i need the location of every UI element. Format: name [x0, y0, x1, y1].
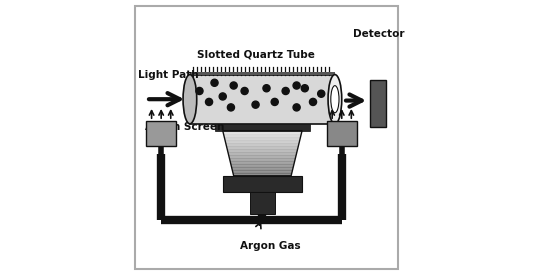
Polygon shape — [230, 161, 295, 162]
Polygon shape — [228, 150, 297, 152]
Polygon shape — [228, 152, 297, 153]
Circle shape — [219, 93, 227, 100]
Circle shape — [196, 87, 203, 95]
Circle shape — [241, 87, 248, 95]
Circle shape — [318, 90, 325, 97]
Circle shape — [230, 82, 237, 89]
Polygon shape — [232, 170, 293, 171]
Circle shape — [282, 87, 289, 95]
Text: Detector: Detector — [353, 29, 405, 39]
Bar — [250, 192, 274, 214]
Polygon shape — [230, 159, 295, 161]
Polygon shape — [227, 146, 298, 147]
Polygon shape — [224, 137, 301, 138]
Polygon shape — [232, 168, 293, 170]
Polygon shape — [232, 171, 292, 173]
Bar — [223, 176, 302, 192]
Circle shape — [263, 85, 270, 92]
Polygon shape — [225, 141, 300, 143]
Text: Slotted Quartz Tube: Slotted Quartz Tube — [197, 50, 314, 59]
Bar — [190, 75, 335, 124]
Polygon shape — [227, 147, 298, 149]
Polygon shape — [233, 174, 292, 176]
Bar — [370, 80, 385, 126]
Circle shape — [206, 98, 213, 106]
Polygon shape — [231, 167, 293, 168]
Polygon shape — [229, 155, 296, 156]
Text: Light Path: Light Path — [138, 70, 198, 80]
Circle shape — [301, 85, 309, 92]
Ellipse shape — [331, 86, 339, 113]
Polygon shape — [231, 164, 294, 165]
FancyBboxPatch shape — [327, 121, 357, 146]
FancyBboxPatch shape — [146, 121, 176, 146]
Ellipse shape — [183, 75, 197, 124]
Text: Argon Screen: Argon Screen — [145, 122, 224, 131]
Polygon shape — [224, 135, 301, 137]
Ellipse shape — [328, 75, 342, 124]
Polygon shape — [224, 138, 300, 140]
Bar — [214, 124, 310, 131]
Polygon shape — [229, 156, 296, 158]
Text: Argon Gas: Argon Gas — [240, 241, 301, 251]
Polygon shape — [230, 162, 294, 164]
Polygon shape — [231, 165, 294, 167]
Circle shape — [310, 98, 317, 106]
Circle shape — [293, 104, 300, 111]
Polygon shape — [227, 149, 298, 150]
Polygon shape — [223, 131, 302, 132]
Polygon shape — [225, 140, 300, 141]
Polygon shape — [233, 173, 292, 174]
Polygon shape — [228, 153, 296, 155]
Circle shape — [228, 104, 235, 111]
Polygon shape — [226, 144, 299, 146]
Circle shape — [271, 98, 278, 106]
Polygon shape — [229, 158, 295, 159]
Polygon shape — [225, 143, 299, 144]
Circle shape — [211, 79, 218, 86]
Polygon shape — [223, 134, 301, 135]
Circle shape — [293, 82, 300, 89]
Bar — [190, 72, 335, 75]
Polygon shape — [223, 132, 302, 134]
Circle shape — [252, 101, 259, 108]
